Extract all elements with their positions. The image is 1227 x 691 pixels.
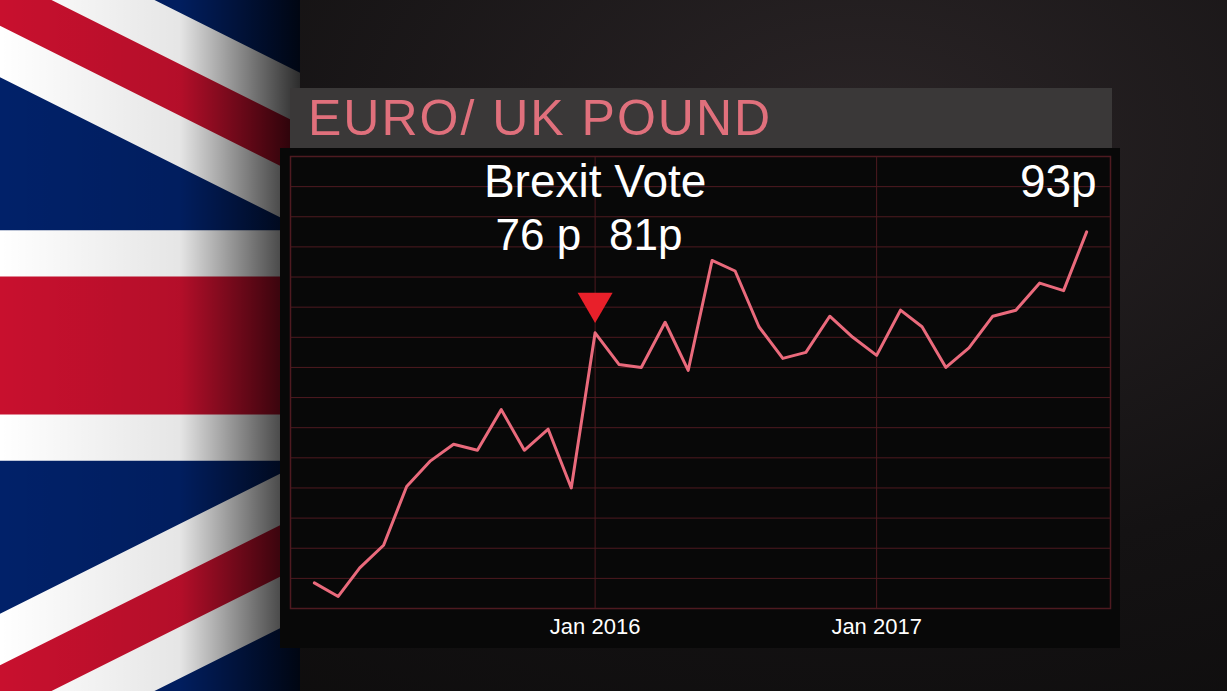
svg-text:81p: 81p — [609, 210, 682, 259]
svg-text:76 p: 76 p — [495, 210, 581, 259]
svg-text:Jan 2017: Jan 2017 — [831, 614, 922, 639]
svg-text:Brexit Vote: Brexit Vote — [484, 155, 706, 207]
svg-text:Jan 2016: Jan 2016 — [550, 614, 641, 639]
html-text:EURO/ UK POUND: EURO/ UK POUND — [308, 90, 773, 146]
svg-text:93p: 93p — [1020, 155, 1097, 207]
